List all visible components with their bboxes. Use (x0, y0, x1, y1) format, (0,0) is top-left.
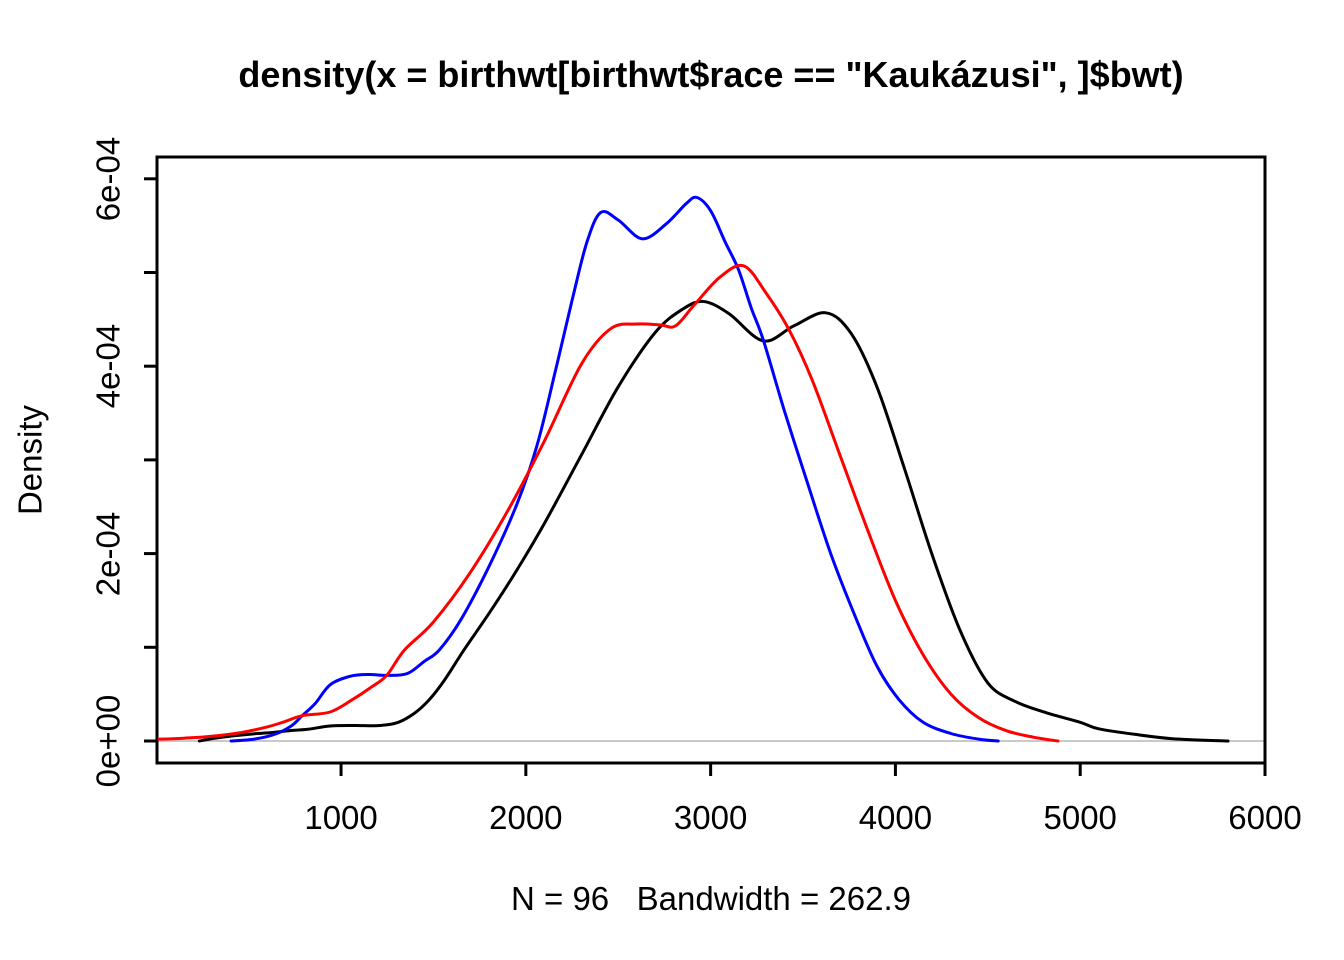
x-tick-label: 3000 (673, 799, 748, 836)
x-tick-label: 5000 (1043, 799, 1117, 836)
x-tick-label: 6000 (1228, 799, 1302, 836)
plot-title: density(x = birthwt[birthwt$race == "Kau… (238, 54, 1184, 95)
y-tick-label-text: 6e-04 (89, 136, 127, 221)
plot-box (155, 155, 1267, 765)
y-tick-label-text: 2e-04 (89, 511, 127, 596)
x-tick-label: 1000 (304, 799, 378, 836)
y-tick-label-text: 0e+00 (89, 694, 127, 788)
x-tick-label: 4000 (858, 799, 933, 836)
density-curve-blue (229, 195, 1000, 743)
y-tick-label-text: 4e-04 (89, 323, 127, 409)
density-curve-red (157, 263, 1060, 743)
x-tick-label: 2000 (489, 799, 563, 836)
density-curve-black (197, 299, 1230, 743)
plot-subtitle: N = 96 Bandwidth = 262.9 (511, 880, 911, 917)
